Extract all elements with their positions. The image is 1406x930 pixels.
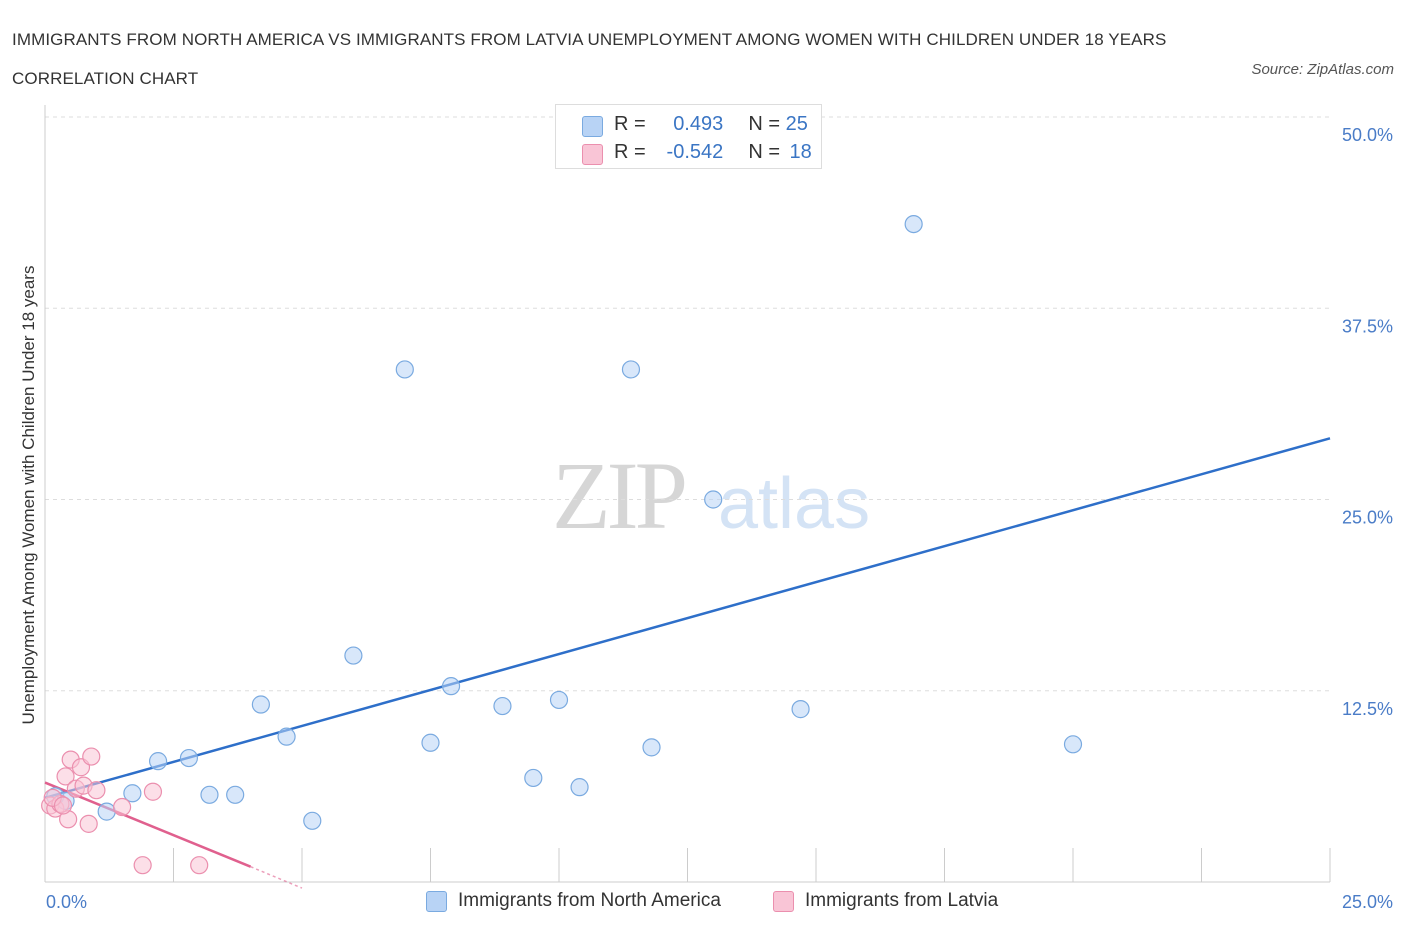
watermark: ZIP atlas (552, 442, 870, 549)
y-tick-label: 25.0% (1342, 508, 1393, 528)
y-tick-label: 37.5% (1342, 316, 1393, 336)
x-tick-labels: 0.0% 25.0% (46, 892, 1393, 912)
point-north-america (549, 690, 569, 710)
legend-n-value: 25 (785, 113, 808, 135)
point-north-america (642, 738, 661, 757)
trend-line-latvia-extension (250, 866, 303, 889)
point-north-america (395, 360, 414, 379)
point-north-america (179, 748, 199, 768)
axes (44, 105, 1331, 883)
legend-r-value: 0.493 (673, 113, 724, 135)
point-north-america (277, 727, 296, 746)
y-tick-labels: 12.5% 25.0% 37.5% 50.0% (1342, 125, 1393, 719)
legend-r-value: -0.542 (666, 141, 724, 163)
trend-lines (44, 437, 1331, 889)
legend-n-label: N = (748, 113, 781, 135)
point-north-america (148, 752, 168, 771)
series-label-latvia: Immigrants from Latvia (805, 890, 999, 911)
y-tick-label: 12.5% (1342, 699, 1393, 719)
x-tick-label: 0.0% (46, 892, 87, 912)
point-north-america (123, 784, 142, 803)
y-tick-label: 50.0% (1342, 125, 1393, 145)
point-latvia (82, 747, 101, 766)
chart-title: IMMIGRANTS FROM NORTH AMERICA VS IMMIGRA… (12, 30, 1167, 88)
point-north-america (524, 768, 543, 788)
legend-swatch-blue (582, 116, 603, 137)
legend-r-label: R = (614, 113, 646, 135)
point-latvia (79, 814, 98, 833)
point-north-america (904, 215, 923, 234)
point-north-america (97, 802, 116, 821)
correlation-legend: R = 0.493 N = 25 R = -0.542 N = 18 (555, 104, 822, 169)
point-north-america (621, 360, 641, 379)
series-label-north-america: Immigrants from North America (458, 890, 721, 911)
point-north-america (226, 785, 245, 804)
point-north-america (344, 646, 363, 665)
legend-swatch-pink (582, 144, 603, 165)
point-latvia (143, 782, 163, 801)
series-swatch-pink (773, 891, 794, 912)
point-north-america (791, 700, 810, 719)
point-north-america (251, 695, 270, 714)
point-north-america (421, 733, 440, 752)
point-latvia (53, 796, 73, 815)
point-north-america (704, 490, 723, 509)
point-north-america (570, 778, 589, 797)
y-axis-label: Unemployment Among Women with Children U… (19, 266, 38, 725)
data-points (41, 215, 1083, 875)
point-latvia (112, 797, 132, 817)
point-north-america (303, 811, 322, 830)
legend-n-value: 18 (789, 141, 812, 163)
watermark-atlas: atlas (718, 464, 870, 544)
point-latvia (190, 856, 209, 875)
point-latvia (87, 781, 106, 800)
point-north-america (1063, 735, 1083, 754)
x-tick-label: 25.0% (1342, 892, 1393, 912)
grid-lines (45, 116, 1330, 692)
legend-r-label: R = (614, 141, 646, 163)
watermark-zip: ZIP (552, 442, 685, 549)
point-north-america (493, 696, 512, 716)
series-swatch-blue (426, 891, 447, 912)
point-latvia (133, 856, 152, 875)
trend-line-north-america (44, 437, 1331, 800)
point-north-america (200, 785, 219, 804)
source-credit: Source: ZipAtlas.com (1251, 61, 1394, 78)
legend-n-label: N = (748, 141, 781, 163)
point-latvia (56, 767, 75, 786)
point-north-america (441, 677, 461, 696)
